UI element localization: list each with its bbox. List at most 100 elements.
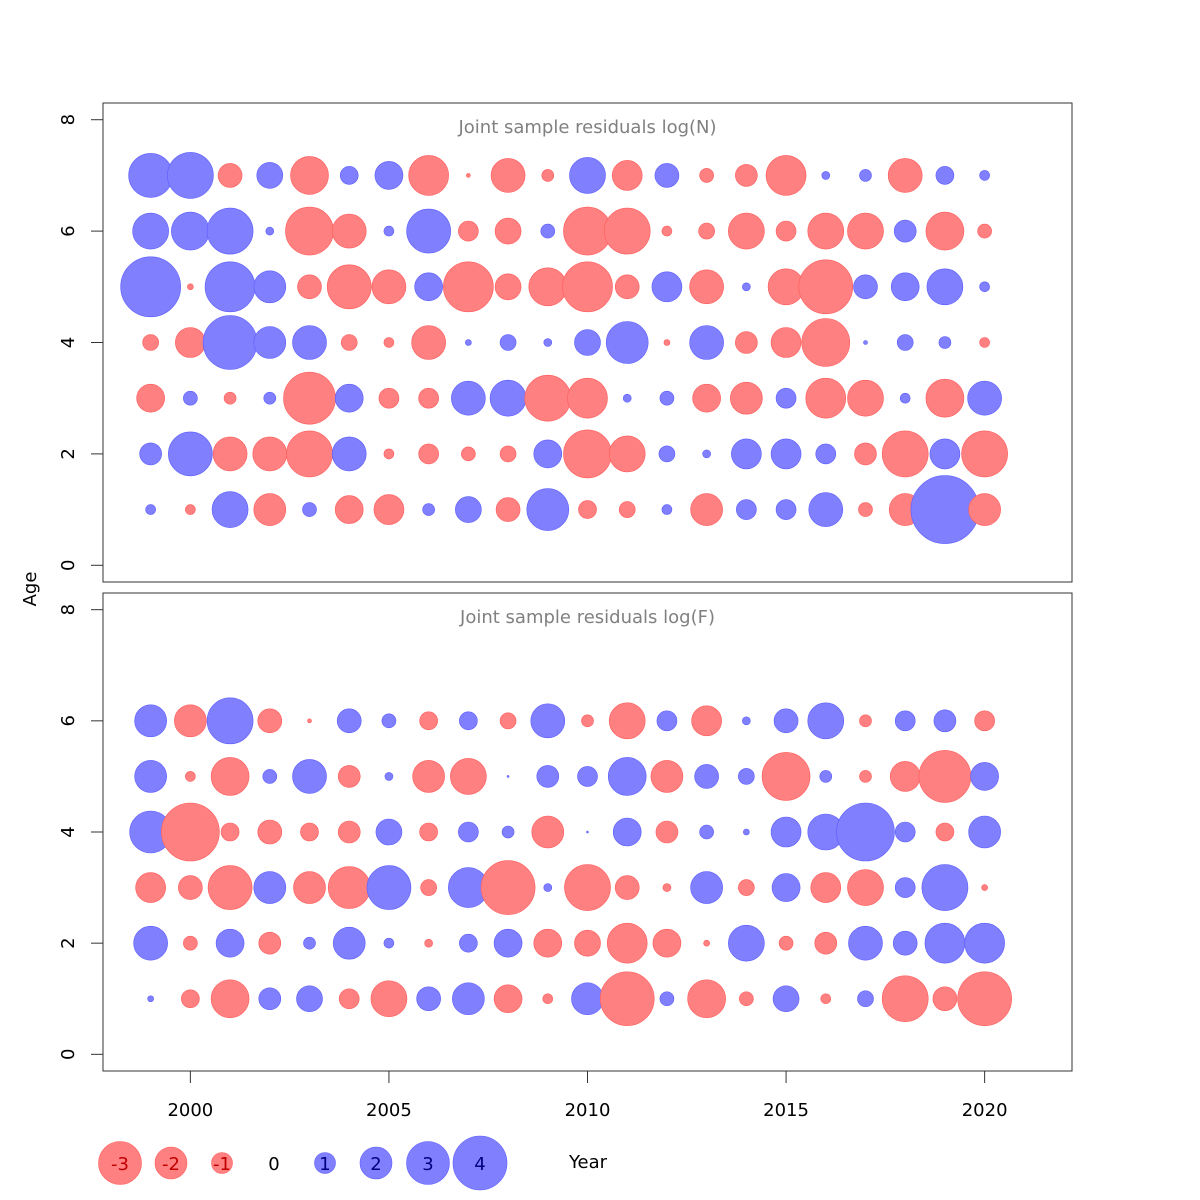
legend-bubble-negative [154,1146,188,1180]
bubble-negative [411,325,446,360]
bubble-positive [694,764,719,789]
bubble-negative [212,436,248,472]
bubble-negative [968,493,1001,526]
bubble-positive [899,392,911,404]
bubble-positive [731,438,762,470]
bubble-positive [577,766,598,787]
bubble-negative [253,493,287,526]
bubble-positive [586,830,589,834]
bubble-negative [728,212,765,250]
bubble-positive [416,986,441,1012]
bubble-negative [618,501,636,518]
bubble-negative [223,391,237,405]
bubble-negative [807,212,845,250]
bubble-positive [128,153,173,198]
bubble-positive [302,502,317,517]
bubble-negative [805,377,847,419]
bubble-positive [384,772,394,781]
bubble-negative [932,986,958,1012]
bubble-positive [728,924,765,962]
bubble-positive [743,828,750,836]
bubble-negative [207,865,253,910]
bubbles [129,697,1012,1027]
bubble-positive [807,702,845,740]
bubble-positive [771,873,801,902]
bubble-positive [263,391,277,405]
bubble-negative [730,381,763,415]
bubble-negative [494,217,522,245]
bubble-positive [933,709,957,733]
bubble-negative [161,802,220,862]
bubble-positive [383,225,395,237]
bubble-negative [340,334,358,351]
bubble-positive [540,223,556,239]
bubble-negative [178,875,203,900]
legend-item: -3 [98,1141,142,1185]
bubble-negative [418,443,439,465]
bubble-positive [526,488,570,531]
bubble-negative [293,871,326,904]
y-tick-label: 6 [58,225,79,236]
bubble-positive [202,315,258,370]
bubble-negative [564,864,611,911]
bubble-positive [921,864,969,911]
bubble-positive [656,710,678,732]
x-axis-label: Year [568,1152,608,1173]
bubble-positive [375,818,403,846]
bubble-negative [608,702,646,740]
bubble-negative [567,377,608,419]
bubble-positive [381,713,397,729]
bubble-positive [253,270,287,304]
bubble-negative [814,931,838,955]
x-tick-label: 2020 [962,1100,1008,1121]
bubble-positive [736,499,757,520]
legend-item: 0 [268,1154,279,1175]
bubble-negative [881,430,929,478]
legend-label: 3 [422,1154,433,1175]
bubble-positive [292,325,327,360]
bubble-negative [307,718,312,724]
bubble-negative [703,939,710,947]
bubble-negative [661,225,673,237]
bubble-positive [742,282,751,292]
bubble-positive [896,334,914,351]
bubble-positive [808,492,844,527]
bubble-negative [418,387,439,409]
bubble-positive [770,816,802,848]
bubble-negative [210,757,250,796]
bubble-positive [262,769,278,784]
bubble-negative [957,971,1012,1027]
bubble-positive [659,991,675,1007]
bubble-negative [419,822,438,842]
bubble-negative [494,273,522,301]
bubble-positive [979,281,990,293]
y-tick-label: 0 [58,1049,79,1060]
bubble-negative [981,884,988,891]
y-tick-label: 2 [58,448,79,459]
legend-label: 2 [370,1154,381,1175]
panel-2: 0 2 4 6 8 Joint sample residuals log(F) [58,592,1073,1072]
bubble-positive [569,157,606,194]
bubble-negative [419,711,438,731]
bubble-negative [887,158,923,193]
bubble-negative [337,820,361,844]
panel-title: Joint sample residuals log(N) [457,117,716,138]
bubble-positive [265,226,275,236]
panel-1: 0 2 4 6 8 Joint sample residuals log(N) [58,102,1073,583]
bubble-positive [773,708,799,734]
bubble-negative [798,259,854,315]
bubble-positive [366,865,412,910]
bubble-negative [174,704,207,738]
bubble-negative [541,169,555,182]
bubble-negative [450,758,487,795]
bubble-negative [378,387,400,409]
legend-bubble-positive [314,1152,336,1174]
bubble-positive [303,936,316,950]
bubble-positive [536,765,560,788]
bubble-positive [171,211,210,251]
bubble-positive [979,170,990,181]
bubble-negative [689,269,724,305]
x-tick-label: 2000 [167,1100,213,1121]
bubble-negative [765,155,807,196]
